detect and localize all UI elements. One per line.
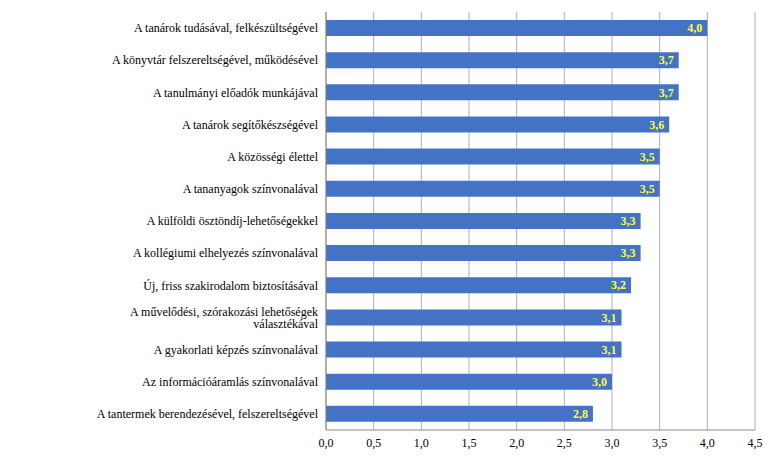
svg-text:3,5: 3,5 bbox=[640, 182, 655, 196]
svg-text:A tantermek berendezésével, fe: A tantermek berendezésével, felszereltsé… bbox=[97, 407, 319, 421]
svg-text:A tanárok tudásával, felkészül: A tanárok tudásával, felkészültségével bbox=[134, 21, 319, 35]
svg-text:1,0: 1,0 bbox=[414, 436, 429, 450]
svg-text:4,5: 4,5 bbox=[748, 436, 763, 450]
svg-text:3,0: 3,0 bbox=[592, 375, 607, 389]
svg-text:0,0: 0,0 bbox=[319, 436, 334, 450]
svg-text:2,8: 2,8 bbox=[573, 407, 588, 421]
svg-text:A tanárok segítőkészségével: A tanárok segítőkészségével bbox=[182, 118, 319, 132]
svg-text:0,5: 0,5 bbox=[366, 436, 381, 450]
svg-text:A külföldi ösztöndíj-lehetőség: A külföldi ösztöndíj-lehetőségekkel bbox=[147, 214, 319, 228]
svg-text:A tananyagok színvonalával: A tananyagok színvonalával bbox=[183, 182, 319, 196]
svg-text:A könyvtár felszereltségével,: A könyvtár felszereltségével, működéséve… bbox=[112, 53, 319, 67]
svg-text:A közösségi élettel: A közösségi élettel bbox=[227, 150, 318, 164]
svg-text:3,1: 3,1 bbox=[602, 343, 617, 357]
svg-text:3,6: 3,6 bbox=[649, 118, 664, 132]
svg-text:3,5: 3,5 bbox=[652, 436, 667, 450]
svg-text:2,0: 2,0 bbox=[509, 436, 524, 450]
svg-text:A gyakorlati képzés színvonalá: A gyakorlati képzés színvonalával bbox=[154, 343, 319, 357]
svg-text:A kollégiumi elhelyezés színvo: A kollégiumi elhelyezés színvonalával bbox=[133, 246, 319, 260]
svg-text:3,5: 3,5 bbox=[640, 150, 655, 164]
svg-text:3,2: 3,2 bbox=[611, 278, 626, 292]
svg-text:2,5: 2,5 bbox=[557, 436, 572, 450]
svg-text:3,3: 3,3 bbox=[621, 214, 636, 228]
svg-text:Új, friss szakirodalom biztosí: Új, friss szakirodalom biztosításával bbox=[143, 279, 318, 293]
svg-text:3,7: 3,7 bbox=[659, 86, 674, 100]
svg-text:1,5: 1,5 bbox=[462, 436, 477, 450]
svg-text:A tanulmányi előadók munkájáva: A tanulmányi előadók munkájával bbox=[153, 86, 319, 100]
svg-text:3,1: 3,1 bbox=[602, 311, 617, 325]
svg-text:Az információáramlás színvonal: Az információáramlás színvonalával bbox=[142, 375, 319, 389]
svg-text:4,0: 4,0 bbox=[687, 21, 702, 35]
svg-text:A művelődési, szórakozási lehe: A művelődési, szórakozási lehetőségekvál… bbox=[130, 305, 319, 331]
svg-text:4,0: 4,0 bbox=[700, 436, 715, 450]
svg-text:3,7: 3,7 bbox=[659, 53, 674, 67]
svg-text:3,0: 3,0 bbox=[605, 436, 620, 450]
svg-text:3,3: 3,3 bbox=[621, 246, 636, 260]
